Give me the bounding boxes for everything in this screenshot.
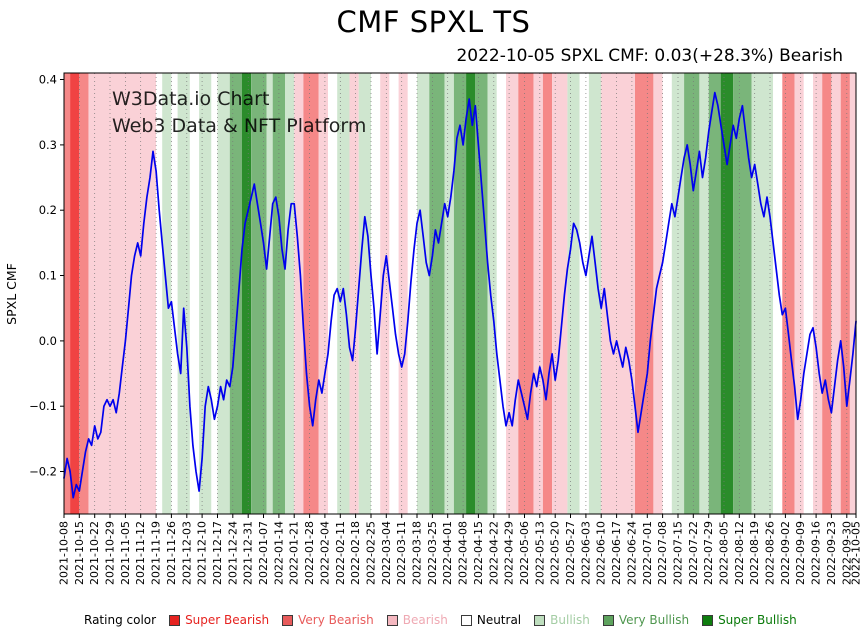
- svg-text:0.4: 0.4: [39, 73, 57, 87]
- svg-text:2022-02-25: 2022-02-25: [365, 521, 378, 585]
- legend-item-super-bearish: Super Bearish: [169, 613, 269, 627]
- svg-text:2021-12-24: 2021-12-24: [226, 521, 239, 585]
- x-axis: 2021-10-08 2021-10-15 2021-10-22 2021-10-29…: [58, 514, 863, 585]
- svg-text:2021-12-03: 2021-12-03: [180, 521, 193, 585]
- legend-item-very-bullish: Very Bullish: [602, 613, 690, 627]
- cmf-line: [63, 91, 857, 499]
- svg-text:0.1: 0.1: [39, 269, 57, 283]
- svg-text:2022-04-22: 2022-04-22: [487, 521, 500, 585]
- svg-text:2022-09-16: 2022-09-16: [810, 521, 823, 585]
- legend-label-very-bearish: Very Bearish: [298, 613, 374, 627]
- legend-title: Rating color: [84, 613, 157, 627]
- legend-item-neutral: Neutral: [460, 613, 522, 627]
- svg-text:2022-09-09: 2022-09-09: [794, 521, 807, 585]
- super-bullish-swatch: [702, 614, 714, 626]
- legend-label-neutral: Neutral: [476, 613, 522, 627]
- svg-text:2022-01-14: 2022-01-14: [272, 521, 285, 585]
- svg-text:2022-09-30: 2022-09-30: [840, 521, 853, 585]
- bullish-swatch: [534, 614, 546, 626]
- svg-text:2022-01-07: 2022-01-07: [257, 521, 270, 585]
- rating-legend-items: Super Bearish Very Bearish Bearish Neutral B…: [169, 613, 797, 627]
- svg-text:2022-06-03: 2022-06-03: [579, 521, 592, 585]
- svg-text:0.3: 0.3: [39, 138, 57, 152]
- svg-text:2022-06-24: 2022-06-24: [625, 521, 638, 585]
- svg-text:2022-05-13: 2022-05-13: [533, 521, 546, 585]
- legend-label-super-bearish: Super Bearish: [185, 613, 270, 627]
- svg-text:0.0: 0.0: [39, 334, 57, 348]
- svg-text:2022-02-11: 2022-02-11: [334, 521, 347, 585]
- svg-text:2022-09-23: 2022-09-23: [825, 521, 838, 585]
- svg-text:2022-08-26: 2022-08-26: [764, 521, 777, 585]
- svg-text:2022-06-10: 2022-06-10: [595, 521, 608, 585]
- rating-bands: [64, 73, 856, 514]
- svg-text:2022-10-05: 2022-10-05: [850, 521, 863, 585]
- svg-text:2021-11-19: 2021-11-19: [150, 521, 163, 585]
- watermark-line2: Web3 Data & NFT Platform: [112, 115, 366, 137]
- svg-text:2021-10-08: 2021-10-08: [58, 521, 71, 585]
- svg-text:2021-10-29: 2021-10-29: [104, 521, 117, 585]
- svg-text:2021-12-10: 2021-12-10: [196, 521, 209, 585]
- watermark: W3Data.io Chart Web3 Data & NFT Platform: [112, 88, 366, 137]
- svg-text:2022-03-25: 2022-03-25: [426, 521, 439, 585]
- plot-frame: [63, 72, 857, 515]
- svg-text:2022-04-08: 2022-04-08: [457, 521, 470, 585]
- legend-item-super-bullish: Super Bullish: [702, 613, 797, 627]
- svg-text:−0.2: −0.2: [29, 465, 57, 479]
- week-gridlines: [63, 73, 857, 514]
- neutral-swatch: [460, 614, 472, 626]
- legend-item-bearish: Bearish: [386, 613, 448, 627]
- svg-text:2021-12-31: 2021-12-31: [242, 521, 255, 585]
- svg-text:2022-01-21: 2022-01-21: [288, 521, 301, 585]
- y-axis-title: SPXL CMF: [4, 263, 19, 325]
- legend-label-bullish: Bullish: [550, 613, 590, 627]
- very-bullish-swatch: [602, 614, 614, 626]
- svg-text:2022-04-15: 2022-04-15: [472, 521, 485, 585]
- svg-text:2022-09-02: 2022-09-02: [779, 521, 792, 585]
- svg-text:0.2: 0.2: [39, 203, 57, 217]
- svg-text:2021-10-15: 2021-10-15: [73, 521, 86, 585]
- y-axis: −0.2 −0.1 0.0 0.1 0.2 0.3 0.4: [29, 73, 64, 479]
- svg-text:2022-08-12: 2022-08-12: [733, 521, 746, 585]
- svg-text:2022-03-04: 2022-03-04: [380, 521, 393, 585]
- svg-text:2022-05-20: 2022-05-20: [549, 521, 562, 585]
- cmf-plot: W3Data.io Chart Web3 Data & NFT Platform −…: [4, 72, 863, 585]
- svg-text:−0.1: −0.1: [29, 399, 57, 413]
- legend-item-bullish: Bullish: [534, 613, 590, 627]
- svg-text:2022-05-27: 2022-05-27: [564, 521, 577, 585]
- svg-text:2022-08-05: 2022-08-05: [718, 521, 731, 585]
- svg-text:2021-12-17: 2021-12-17: [211, 521, 224, 585]
- svg-text:2022-07-29: 2022-07-29: [702, 521, 715, 585]
- svg-text:2021-11-05: 2021-11-05: [119, 521, 132, 585]
- svg-text:2022-07-01: 2022-07-01: [641, 521, 654, 585]
- svg-text:2022-02-04: 2022-02-04: [318, 521, 331, 585]
- svg-text:2022-02-18: 2022-02-18: [349, 521, 362, 585]
- svg-text:2022-07-22: 2022-07-22: [687, 521, 700, 585]
- svg-text:2022-05-06: 2022-05-06: [518, 521, 531, 585]
- legend-label-very-bullish: Very Bullish: [618, 613, 690, 627]
- svg-text:2022-04-29: 2022-04-29: [503, 521, 516, 585]
- rating-legend: Rating color Super Bearish Very Bearish Be…: [84, 613, 797, 627]
- svg-text:2022-08-19: 2022-08-19: [748, 521, 761, 585]
- legend-item-very-bearish: Very Bearish: [282, 613, 374, 627]
- svg-text:2022-07-15: 2022-07-15: [672, 521, 685, 585]
- super-bearish-swatch: [169, 614, 181, 626]
- page-title: CMF SPXL TS: [336, 5, 531, 39]
- svg-text:2021-10-22: 2021-10-22: [88, 521, 101, 585]
- svg-text:2022-07-08: 2022-07-08: [656, 521, 669, 585]
- svg-text:2021-11-12: 2021-11-12: [134, 521, 147, 585]
- svg-text:2022-03-18: 2022-03-18: [411, 521, 424, 585]
- svg-text:2021-11-26: 2021-11-26: [165, 521, 178, 585]
- legend-label-bearish: Bearish: [402, 613, 448, 627]
- chart-subtitle: 2022-10-05 SPXL CMF: 0.03(+28.3%) Bearis…: [456, 46, 843, 66]
- bearish-swatch: [386, 614, 398, 626]
- svg-text:2022-01-28: 2022-01-28: [303, 521, 316, 585]
- svg-text:2022-03-11: 2022-03-11: [395, 521, 408, 585]
- svg-text:2022-04-01: 2022-04-01: [441, 521, 454, 585]
- svg-text:2022-06-17: 2022-06-17: [610, 521, 623, 585]
- very-bearish-swatch: [282, 614, 294, 626]
- legend-label-super-bullish: Super Bullish: [718, 613, 797, 627]
- watermark-line1: W3Data.io Chart: [112, 88, 269, 110]
